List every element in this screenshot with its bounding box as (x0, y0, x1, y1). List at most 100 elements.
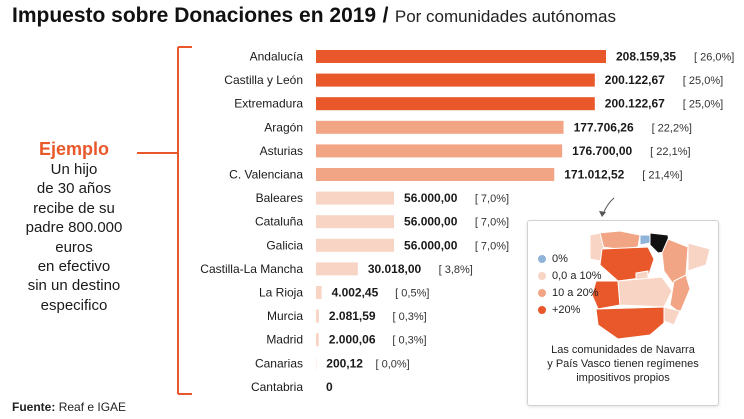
legend-dot (538, 289, 546, 298)
percent-label: [ 0,5%] (395, 288, 429, 300)
legend-dot (538, 272, 546, 281)
map-region-cantabria (639, 234, 651, 246)
spain-map (589, 230, 711, 340)
bar (316, 120, 564, 134)
percent-label: [ 0,0%] (375, 358, 409, 370)
legend-label: 0,0 a 10% (552, 270, 602, 282)
category-label: Asturias (260, 144, 303, 158)
example-line: recibe de su (33, 199, 115, 217)
category-label: Madrid (266, 333, 303, 347)
percent-label: [ 7,0%] (475, 193, 509, 205)
example-line: de 30 años (36, 180, 112, 198)
source-text: Reaf e IGAE (58, 400, 127, 414)
value-label: 171.012,52 (564, 168, 624, 182)
value-label: 30.018,00 (368, 262, 422, 276)
example-line: euros (55, 238, 93, 256)
map-region-andalusia (595, 306, 665, 340)
bar (316, 238, 395, 252)
value-label: 56.000,00 (404, 215, 458, 229)
map-region-extremadura (591, 280, 621, 310)
bar (316, 333, 319, 347)
legend-note-line: y País Vasco tienen regímenes (547, 358, 699, 370)
legend-note: Las comunidades de Navarra y País Vasco … (534, 343, 712, 385)
value-label: 56.000,00 (404, 238, 458, 252)
percent-label: [ 22,2%] (652, 122, 692, 134)
legend-map-box: 0% 0,0 a 10% 10 a 20% +20% Las comunidad… (527, 220, 719, 406)
example-line: Un hijo (50, 161, 98, 178)
title-separator: / (382, 4, 389, 27)
callout-arrow (602, 197, 615, 215)
value-label: 2.081,59 (329, 309, 376, 323)
example-block: Ejemplo Un hijo de 30 años recibe de su … (12, 138, 136, 315)
percent-label: [ 25,0%] (683, 75, 723, 87)
percent-label: [ 7,0%] (475, 240, 509, 252)
bar (316, 50, 606, 63)
map-region-castilla-la-mancha (617, 276, 673, 308)
category-label: Aragón (264, 120, 303, 134)
legend-label: 10 a 20% (552, 287, 599, 299)
percent-label: [ 25,0%] (683, 99, 723, 111)
category-label: Castilla y León (224, 73, 303, 87)
bar (316, 191, 395, 205)
legend-note-line: impositivos propios (576, 372, 670, 384)
category-label: Baleares (256, 191, 303, 205)
value-label: 176.700,00 (572, 144, 632, 158)
bar (316, 144, 563, 158)
legend-label: 0% (552, 253, 568, 265)
example-title: Ejemplo (38, 139, 109, 159)
value-label: 200,12 (326, 356, 363, 370)
legend-label: +20% (552, 304, 581, 316)
percent-label: [ 0,3%] (392, 335, 426, 347)
source-label: Fuente: (12, 400, 56, 414)
bar (316, 309, 319, 323)
example-line: en efectivo (37, 258, 111, 276)
source-note: Fuente: Reaf e IGAE (12, 400, 126, 414)
bar (316, 168, 555, 181)
percent-label: [ 21,4%] (642, 170, 682, 182)
category-label: Andalucía (250, 50, 304, 64)
category-label: Cantabria (251, 380, 303, 394)
legend-item-zero: 0% (538, 253, 568, 265)
map-region-catalonia (687, 242, 711, 272)
percent-label: [ 7,0%] (475, 217, 509, 229)
example-bracket (137, 46, 192, 395)
category-label: Galicia (266, 238, 303, 252)
chart-title: Impuesto sobre Donaciones en 2019 / Por … (12, 4, 616, 28)
title-main: Impuesto sobre Donaciones en 2019 (12, 4, 377, 27)
category-label: Cataluña (255, 215, 303, 229)
bar (316, 215, 395, 229)
bar (316, 97, 595, 111)
bars-group: Andalucía 208.159,35 [ 26,0%] Castilla y Le… (200, 50, 734, 394)
category-label: Castilla-La Mancha (200, 262, 303, 276)
value-label: 200.122,67 (605, 97, 665, 111)
value-label: 177.706,26 (574, 120, 634, 134)
legend-item-0-10: 0,0 a 10% (538, 270, 602, 282)
legend-item-10-20: 10 a 20% (538, 287, 598, 299)
category-label: Murcia (267, 309, 303, 323)
map-region-north-coast (597, 230, 641, 250)
value-label: 0 (326, 380, 333, 394)
example-line: padre 800.000 (25, 219, 123, 237)
value-label: 4.002,45 (332, 286, 379, 300)
bar (316, 73, 595, 87)
example-line: especifico (40, 296, 108, 314)
value-label: 208.159,35 (616, 50, 676, 64)
bar (316, 286, 322, 299)
value-label: 2.000,06 (329, 333, 376, 347)
value-label: 200.122,67 (605, 73, 665, 87)
map-region-valencia (669, 274, 691, 314)
category-label: Canarias (255, 356, 303, 370)
percent-label: [ 0,3%] (393, 311, 427, 323)
legend-item-20-plus: +20% (538, 304, 580, 316)
bar (316, 262, 358, 276)
title-subtitle: Por comunidades autónomas (394, 7, 617, 26)
percent-label: [ 26,0%] (694, 52, 734, 64)
legend-note-line: Las comunidades de Navarra (551, 344, 695, 356)
category-label: La Rioja (259, 286, 303, 300)
value-label: 56.000,00 (404, 191, 458, 205)
callout-arrow-head (599, 211, 606, 217)
category-label: C. Valenciana (229, 168, 303, 182)
legend-dot (538, 306, 546, 315)
percent-label: [ 22,1%] (650, 146, 690, 158)
